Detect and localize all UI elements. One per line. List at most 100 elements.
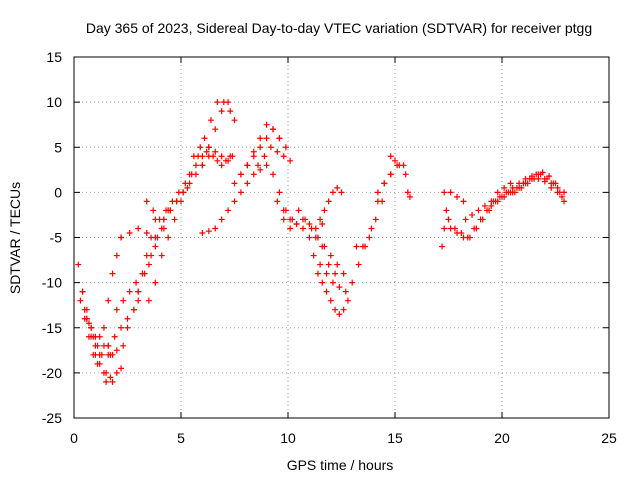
data-point bbox=[325, 198, 332, 205]
data-point bbox=[227, 153, 234, 160]
data-point bbox=[113, 306, 120, 313]
data-point bbox=[558, 193, 565, 200]
y-tick-label: -15 bbox=[42, 320, 62, 336]
data-point bbox=[143, 229, 150, 236]
data-point bbox=[205, 228, 212, 235]
data-point bbox=[113, 252, 120, 259]
data-point bbox=[319, 220, 326, 227]
data-point bbox=[250, 171, 257, 178]
data-point bbox=[368, 225, 375, 232]
data-point bbox=[473, 225, 480, 232]
data-point bbox=[314, 234, 321, 241]
data-point bbox=[120, 342, 127, 349]
data-point bbox=[319, 279, 326, 286]
data-point bbox=[158, 252, 165, 259]
data-point bbox=[282, 144, 289, 151]
data-point bbox=[126, 229, 133, 236]
data-point bbox=[338, 189, 345, 196]
data-point bbox=[250, 153, 257, 160]
x-tick-label: 25 bbox=[601, 430, 617, 446]
y-tick-label: -5 bbox=[50, 230, 63, 246]
data-point bbox=[118, 234, 125, 241]
data-point bbox=[214, 99, 221, 106]
data-point bbox=[329, 189, 336, 196]
series-s12 bbox=[118, 225, 167, 241]
data-point bbox=[469, 211, 476, 218]
data-point bbox=[329, 279, 336, 286]
data-point bbox=[349, 279, 356, 286]
data-point bbox=[124, 315, 131, 322]
data-point bbox=[199, 162, 206, 169]
data-point bbox=[113, 369, 120, 376]
data-point bbox=[381, 180, 388, 187]
series-s7 bbox=[103, 365, 125, 385]
data-point bbox=[441, 225, 448, 232]
data-point bbox=[488, 202, 495, 209]
data-point bbox=[466, 234, 473, 241]
data-point bbox=[374, 189, 381, 196]
data-point bbox=[186, 180, 193, 187]
data-point bbox=[293, 220, 300, 227]
data-point bbox=[366, 234, 373, 241]
series-s23 bbox=[255, 144, 294, 169]
data-point bbox=[94, 360, 101, 367]
data-point bbox=[75, 261, 82, 268]
data-point bbox=[222, 157, 229, 164]
data-point bbox=[85, 320, 92, 327]
data-point bbox=[199, 229, 206, 236]
data-point bbox=[541, 178, 548, 185]
data-point bbox=[88, 324, 95, 331]
data-point bbox=[263, 135, 270, 142]
data-point bbox=[310, 252, 317, 259]
data-point bbox=[214, 157, 221, 164]
data-point bbox=[475, 207, 482, 214]
data-point bbox=[257, 166, 264, 173]
series-s29 bbox=[317, 184, 345, 223]
data-point bbox=[400, 162, 407, 169]
data-point bbox=[392, 157, 398, 164]
x-tick-label: 10 bbox=[280, 430, 296, 446]
data-point bbox=[355, 261, 362, 268]
data-point bbox=[188, 171, 195, 178]
data-point bbox=[237, 171, 244, 178]
data-point bbox=[231, 198, 238, 205]
series-s19 bbox=[199, 99, 232, 169]
data-point bbox=[203, 148, 210, 155]
data-point bbox=[359, 243, 366, 250]
data-point bbox=[460, 198, 467, 205]
data-point bbox=[445, 216, 452, 223]
data-point bbox=[539, 169, 546, 176]
data-point bbox=[454, 193, 461, 200]
data-point bbox=[327, 252, 334, 259]
data-point bbox=[406, 193, 413, 200]
data-point bbox=[152, 279, 159, 286]
data-point bbox=[218, 153, 225, 160]
series-s17 bbox=[190, 144, 234, 169]
data-point bbox=[94, 342, 101, 349]
data-point bbox=[270, 171, 277, 178]
data-point bbox=[160, 225, 167, 232]
data-point bbox=[111, 333, 118, 340]
data-point bbox=[306, 234, 313, 241]
data-point bbox=[447, 189, 454, 196]
data-point bbox=[287, 216, 294, 223]
data-point bbox=[261, 153, 268, 160]
data-point bbox=[334, 184, 341, 191]
data-point bbox=[516, 184, 523, 191]
x-axis-label: GPS time / hours bbox=[287, 457, 394, 473]
data-point bbox=[276, 189, 283, 196]
data-point bbox=[535, 175, 542, 182]
data-point bbox=[327, 297, 334, 304]
data-point bbox=[143, 198, 150, 205]
data-point bbox=[402, 171, 409, 178]
data-point bbox=[171, 216, 178, 223]
series-s27 bbox=[314, 270, 351, 318]
data-point bbox=[501, 184, 508, 191]
data-point bbox=[353, 243, 360, 250]
data-point bbox=[244, 180, 251, 187]
data-point bbox=[274, 198, 281, 205]
data-point bbox=[212, 225, 219, 232]
data-point bbox=[225, 207, 232, 214]
